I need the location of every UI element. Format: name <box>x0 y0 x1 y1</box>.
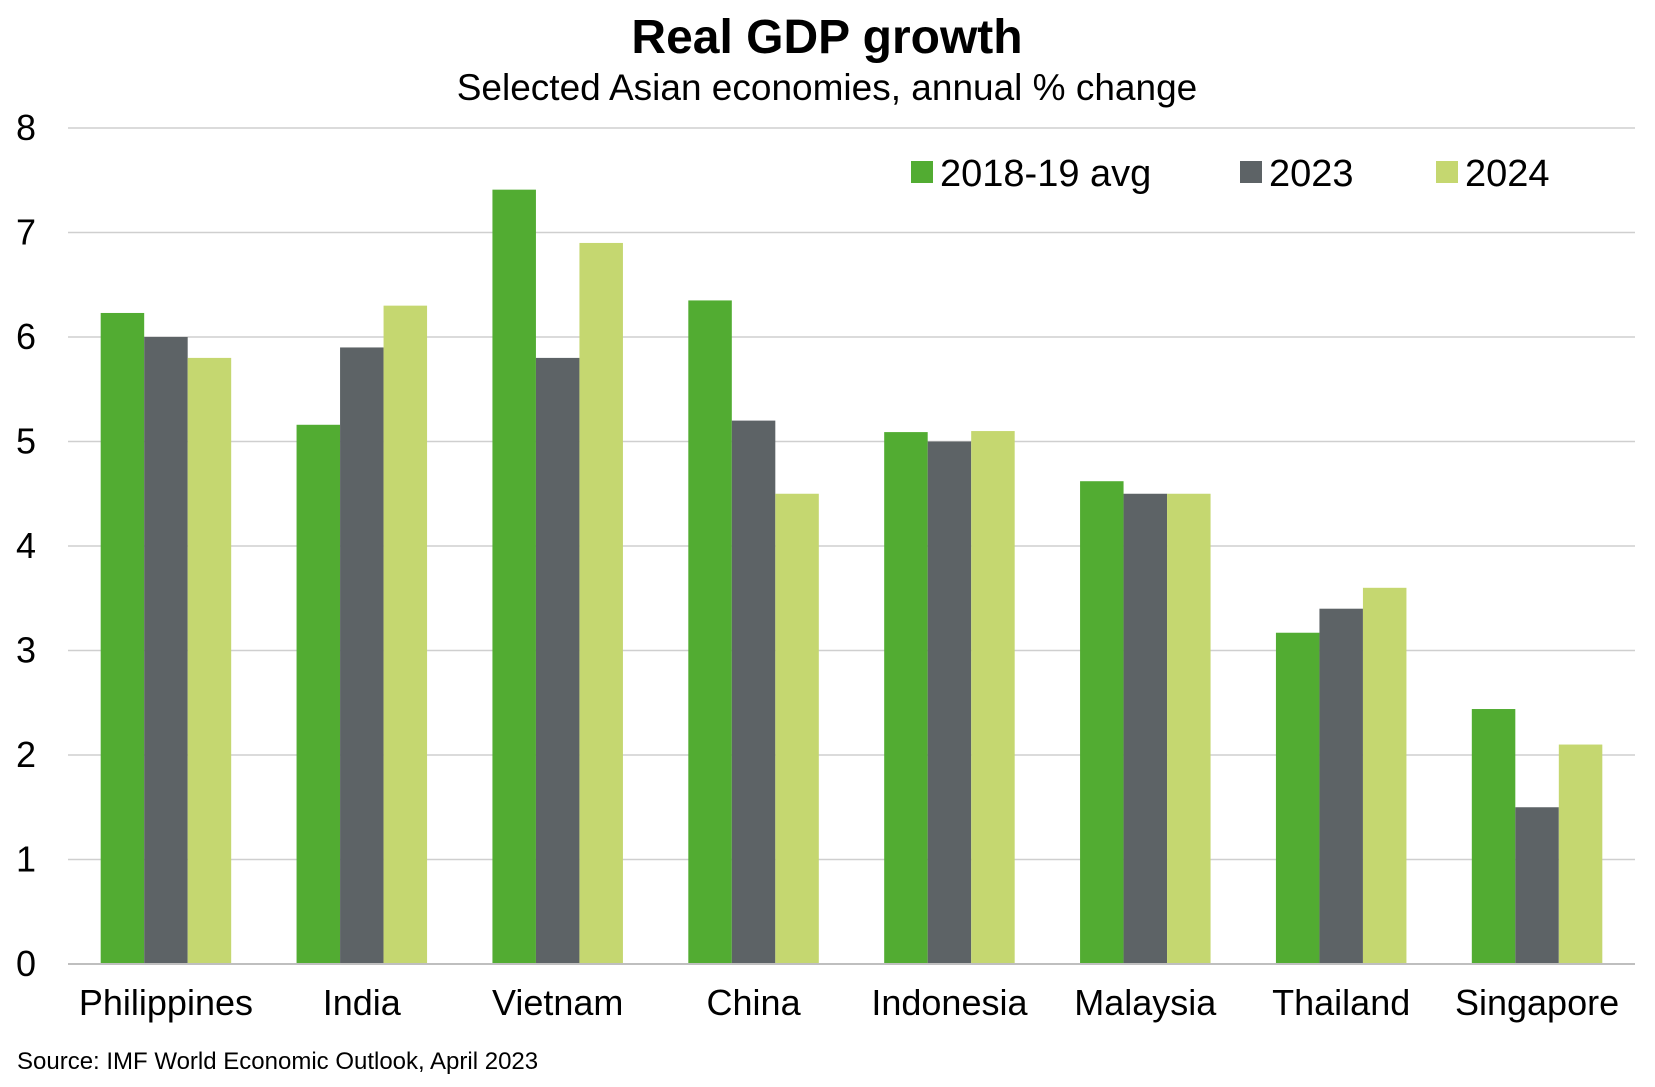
bar-2018-19-avg <box>100 312 145 965</box>
bar-2024 <box>579 242 623 964</box>
bar-2024 <box>383 305 428 964</box>
legend-label: 2024 <box>1465 153 1550 195</box>
y-tick-label: 5 <box>16 421 36 462</box>
bar-2023 <box>535 357 580 964</box>
legend-swatch <box>911 161 933 183</box>
y-tick-label: 2 <box>16 734 36 775</box>
bar-2018-19-avg <box>1471 709 1516 964</box>
x-tick-label: Vietnam <box>492 982 623 1023</box>
y-tick-label: 1 <box>16 839 36 880</box>
y-tick-label: 3 <box>16 630 36 671</box>
chart-title: Real GDP growth <box>631 11 1022 64</box>
bar-2023 <box>731 420 776 965</box>
bar-2023 <box>927 441 972 964</box>
bar-2023 <box>144 337 188 964</box>
x-axis-labels: Philippines India Vietnam China Indonesia Mal… <box>79 982 1619 1023</box>
x-tick-label: Thailand <box>1272 982 1410 1023</box>
legend-swatch <box>1436 161 1458 183</box>
bar-2024 <box>187 357 232 964</box>
x-tick-label: Singapore <box>1455 982 1619 1023</box>
bar-2024 <box>1558 744 1603 964</box>
bar-2018-19-avg <box>1275 632 1320 964</box>
source-note: Source: IMF World Economic Outlook, Apri… <box>17 1048 538 1075</box>
legend-swatch <box>1240 161 1262 183</box>
bar-2024 <box>1362 587 1407 964</box>
bar-2024 <box>775 493 819 964</box>
bar-2023 <box>340 347 384 964</box>
bars <box>100 189 1603 965</box>
x-tick-label: India <box>323 982 402 1023</box>
legend: 2018-19 avg 2023 2024 <box>911 153 1550 195</box>
legend-label: 2018-19 avg <box>940 153 1151 195</box>
bar-2018-19-avg <box>296 424 341 964</box>
bar-2024 <box>971 431 1015 964</box>
bar-2018-19-avg <box>1080 481 1124 964</box>
y-tick-label: 7 <box>16 212 36 253</box>
y-tick-label: 4 <box>16 525 36 566</box>
x-tick-label: Philippines <box>79 982 253 1023</box>
bar-2018-19-avg <box>884 432 928 965</box>
bar-2023 <box>1515 807 1559 964</box>
bar-2023 <box>1123 493 1168 964</box>
x-tick-label: Indonesia <box>871 982 1028 1023</box>
bar-2018-19-avg <box>492 189 536 964</box>
bar-2023 <box>1319 608 1363 964</box>
y-tick-label: 8 <box>16 107 36 148</box>
bar-2018-19-avg <box>688 300 732 964</box>
y-tick-label: 0 <box>16 943 36 984</box>
legend-label: 2023 <box>1269 153 1354 195</box>
bar-2024 <box>1167 493 1211 964</box>
y-axis-ticks: 0 1 2 3 4 5 6 7 8 <box>16 107 36 984</box>
y-tick-label: 6 <box>16 316 36 357</box>
x-tick-label: China <box>707 982 802 1023</box>
x-tick-label: Malaysia <box>1074 982 1217 1023</box>
chart-subtitle: Selected Asian economies, annual % chang… <box>457 67 1198 108</box>
